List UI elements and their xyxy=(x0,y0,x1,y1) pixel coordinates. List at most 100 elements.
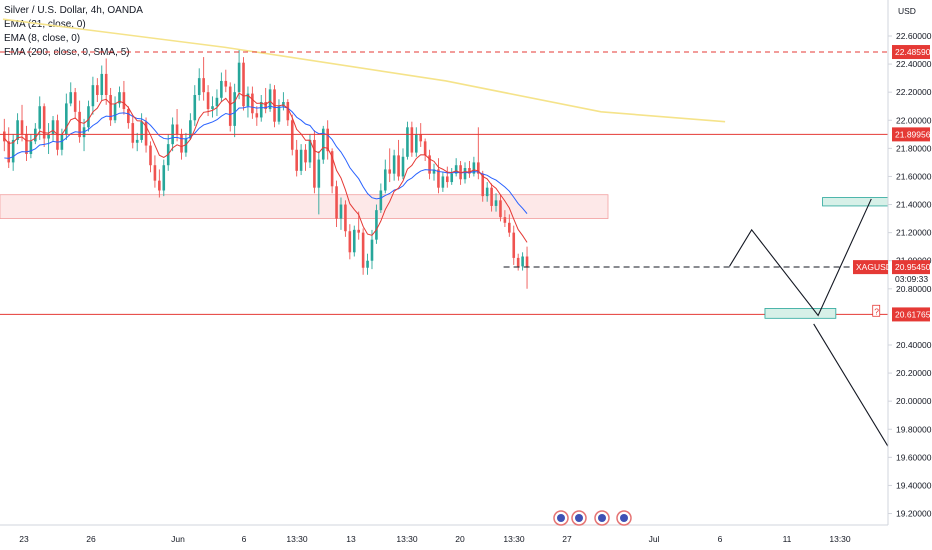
candle-body[interactable] xyxy=(246,93,250,107)
candle-body[interactable] xyxy=(485,187,489,197)
candle-body[interactable] xyxy=(463,168,467,180)
candle-body[interactable] xyxy=(7,141,11,163)
target-box[interactable] xyxy=(764,308,837,319)
candle-body[interactable] xyxy=(118,92,121,104)
candle-body[interactable] xyxy=(330,151,334,187)
candle-body[interactable] xyxy=(472,162,476,174)
candle-body[interactable] xyxy=(259,102,263,118)
candle-body[interactable] xyxy=(34,128,37,142)
projection-path[interactable] xyxy=(729,198,872,317)
candle-body[interactable] xyxy=(477,162,480,174)
candle-body[interactable] xyxy=(158,180,161,191)
candle-body[interactable] xyxy=(446,176,449,183)
candle-body[interactable] xyxy=(268,89,272,110)
candle-body[interactable] xyxy=(388,169,392,174)
candle-body[interactable] xyxy=(437,169,440,188)
candle-body[interactable] xyxy=(326,128,329,152)
candle-body[interactable] xyxy=(352,229,356,253)
candle-body[interactable] xyxy=(233,92,236,126)
candle-body[interactable] xyxy=(321,128,325,160)
candle-body[interactable] xyxy=(344,204,347,232)
candle-body[interactable] xyxy=(42,106,46,139)
candle-body[interactable] xyxy=(60,134,64,150)
candle-body[interactable] xyxy=(299,149,303,171)
candle-body[interactable] xyxy=(47,134,50,139)
candle-body[interactable] xyxy=(193,94,197,121)
candle-body[interactable] xyxy=(135,139,139,143)
candle-body[interactable] xyxy=(197,78,201,95)
candle-body[interactable] xyxy=(38,106,42,129)
candle-body[interactable] xyxy=(162,165,166,191)
candle-body[interactable] xyxy=(180,134,183,153)
candle-body[interactable] xyxy=(65,103,68,135)
candle-body[interactable] xyxy=(481,173,485,197)
candle-body[interactable] xyxy=(450,173,454,183)
candle-body[interactable] xyxy=(175,124,179,135)
candle-body[interactable] xyxy=(16,120,19,140)
candle-body[interactable] xyxy=(20,120,24,135)
candle-body[interactable] xyxy=(468,168,471,174)
candle-body[interactable] xyxy=(290,120,294,150)
candle-body[interactable] xyxy=(78,111,81,138)
candle-body[interactable] xyxy=(419,134,423,142)
candle-body[interactable] xyxy=(153,165,157,181)
candle-body[interactable] xyxy=(220,80,223,98)
candle-body[interactable] xyxy=(202,78,205,93)
candle-body[interactable] xyxy=(335,186,338,219)
candle-body[interactable] xyxy=(73,92,77,112)
candle-body[interactable] xyxy=(29,141,33,154)
candle-body[interactable] xyxy=(428,155,431,174)
candle-body[interactable] xyxy=(379,190,383,211)
candle-body[interactable] xyxy=(512,232,516,258)
candle-body[interactable] xyxy=(215,97,219,107)
candle-body[interactable] xyxy=(490,187,493,206)
candle-body[interactable] xyxy=(366,260,369,268)
candle-body[interactable] xyxy=(255,113,259,118)
candle-body[interactable] xyxy=(410,127,414,153)
candle-body[interactable] xyxy=(406,127,409,157)
candle-body[interactable] xyxy=(317,159,321,188)
candle-body[interactable] xyxy=(286,102,290,121)
candle-body[interactable] xyxy=(308,139,312,163)
candle-body[interactable] xyxy=(392,155,396,174)
candle-body[interactable] xyxy=(494,200,498,206)
candle-body[interactable] xyxy=(348,231,352,253)
resistance-zone[interactable] xyxy=(0,194,609,219)
candle-body[interactable] xyxy=(397,155,400,177)
candle-body[interactable] xyxy=(414,134,418,153)
candle-body[interactable] xyxy=(313,139,316,188)
candle-body[interactable] xyxy=(87,106,90,128)
candle-body[interactable] xyxy=(277,106,281,122)
candle-body[interactable] xyxy=(104,73,108,95)
candle-body[interactable] xyxy=(149,145,152,166)
candle-body[interactable] xyxy=(383,169,387,191)
candle-body[interactable] xyxy=(69,92,73,104)
candle-body[interactable] xyxy=(11,139,15,163)
legend-indicator-ema8[interactable]: EMA (8, close, 0) xyxy=(4,33,81,44)
candle-body[interactable] xyxy=(361,232,365,268)
candle-body[interactable] xyxy=(96,85,99,95)
candle-body[interactable] xyxy=(109,94,112,121)
candle-body[interactable] xyxy=(423,141,427,156)
candle-body[interactable] xyxy=(51,120,55,135)
candle-body[interactable] xyxy=(224,80,228,87)
candle-body[interactable] xyxy=(370,239,374,261)
candle-body[interactable] xyxy=(131,123,135,143)
candle-body[interactable] xyxy=(127,109,130,124)
candle-body[interactable] xyxy=(144,121,148,146)
question-marker-box[interactable] xyxy=(872,304,881,317)
candle-body[interactable] xyxy=(228,86,232,126)
candle-body[interactable] xyxy=(295,149,298,171)
candle-body[interactable] xyxy=(184,138,188,153)
candle-body[interactable] xyxy=(242,62,245,107)
candle-body[interactable] xyxy=(91,85,95,107)
candle-body[interactable] xyxy=(304,149,307,163)
candle-body[interactable] xyxy=(113,103,117,121)
candle-body[interactable] xyxy=(3,131,6,142)
candle-body[interactable] xyxy=(375,210,378,240)
candle-body[interactable] xyxy=(189,120,192,139)
candle-body[interactable] xyxy=(100,73,104,95)
candle-body[interactable] xyxy=(122,92,126,110)
candle-body[interactable] xyxy=(503,217,507,223)
